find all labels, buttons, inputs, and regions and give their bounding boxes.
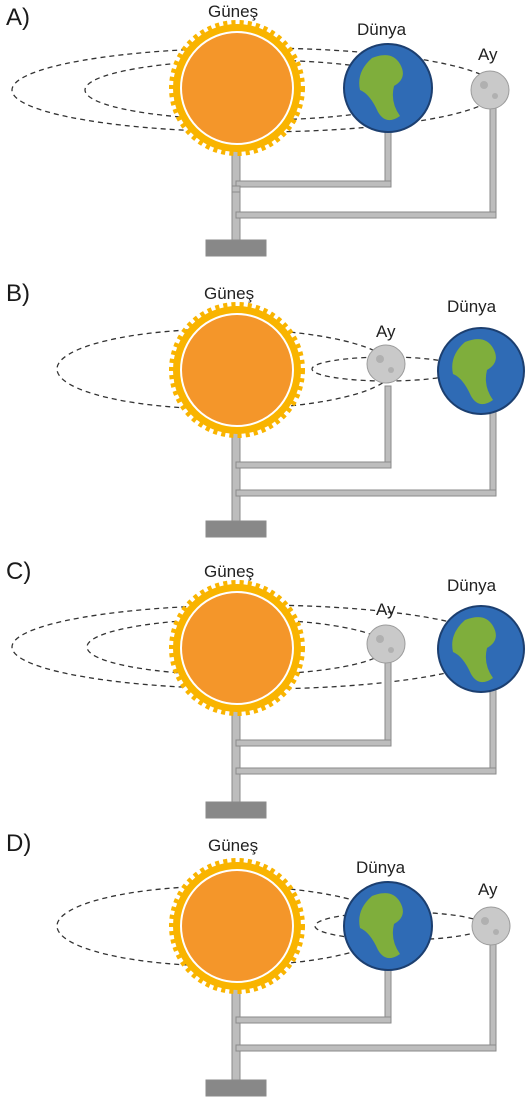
option-b-panel: B) Güneş Ay Dünya	[0, 276, 528, 551]
sun-label: Güneş	[204, 284, 255, 303]
option-letter: B)	[6, 280, 30, 307]
moon-icon	[366, 624, 406, 664]
earth-icon	[437, 605, 525, 693]
sun-label: Güneş	[208, 2, 259, 21]
moon-icon	[471, 906, 511, 946]
option-letter: A)	[6, 4, 30, 31]
earth-label: Dünya	[357, 20, 407, 39]
moon-label: Ay	[478, 880, 498, 899]
earth-icon	[343, 43, 433, 133]
option-a-diagram	[11, 20, 510, 257]
sun-label: Güneş	[204, 562, 255, 581]
option-c-panel: C) Güneş Ay Dünya	[0, 554, 528, 829]
sun-icon	[169, 858, 305, 994]
earth-label: Dünya	[356, 858, 406, 877]
sun-icon	[169, 580, 305, 716]
sun-icon	[169, 20, 305, 156]
earth-icon	[343, 881, 433, 971]
moon-label: Ay	[376, 322, 396, 341]
option-d-diagram	[56, 858, 511, 1097]
support-rods	[205, 943, 497, 1097]
moon-icon	[470, 70, 510, 110]
option-d-panel: D) Güneş Dünya Ay	[0, 826, 528, 1101]
option-a-panel: A) Güneş D	[0, 0, 528, 275]
option-letter: D)	[6, 830, 32, 857]
option-letter: C)	[6, 558, 32, 585]
option-b-diagram	[56, 302, 525, 538]
earth-label: Dünya	[447, 576, 497, 595]
earth-icon	[437, 327, 525, 415]
option-c-diagram	[11, 580, 525, 819]
moon-icon	[366, 344, 406, 384]
sun-label: Güneş	[208, 836, 259, 855]
earth-label: Dünya	[447, 297, 497, 316]
support-rods	[205, 385, 497, 538]
moon-label: Ay	[376, 600, 396, 619]
moon-label: Ay	[478, 45, 498, 64]
sun-icon	[169, 302, 305, 438]
